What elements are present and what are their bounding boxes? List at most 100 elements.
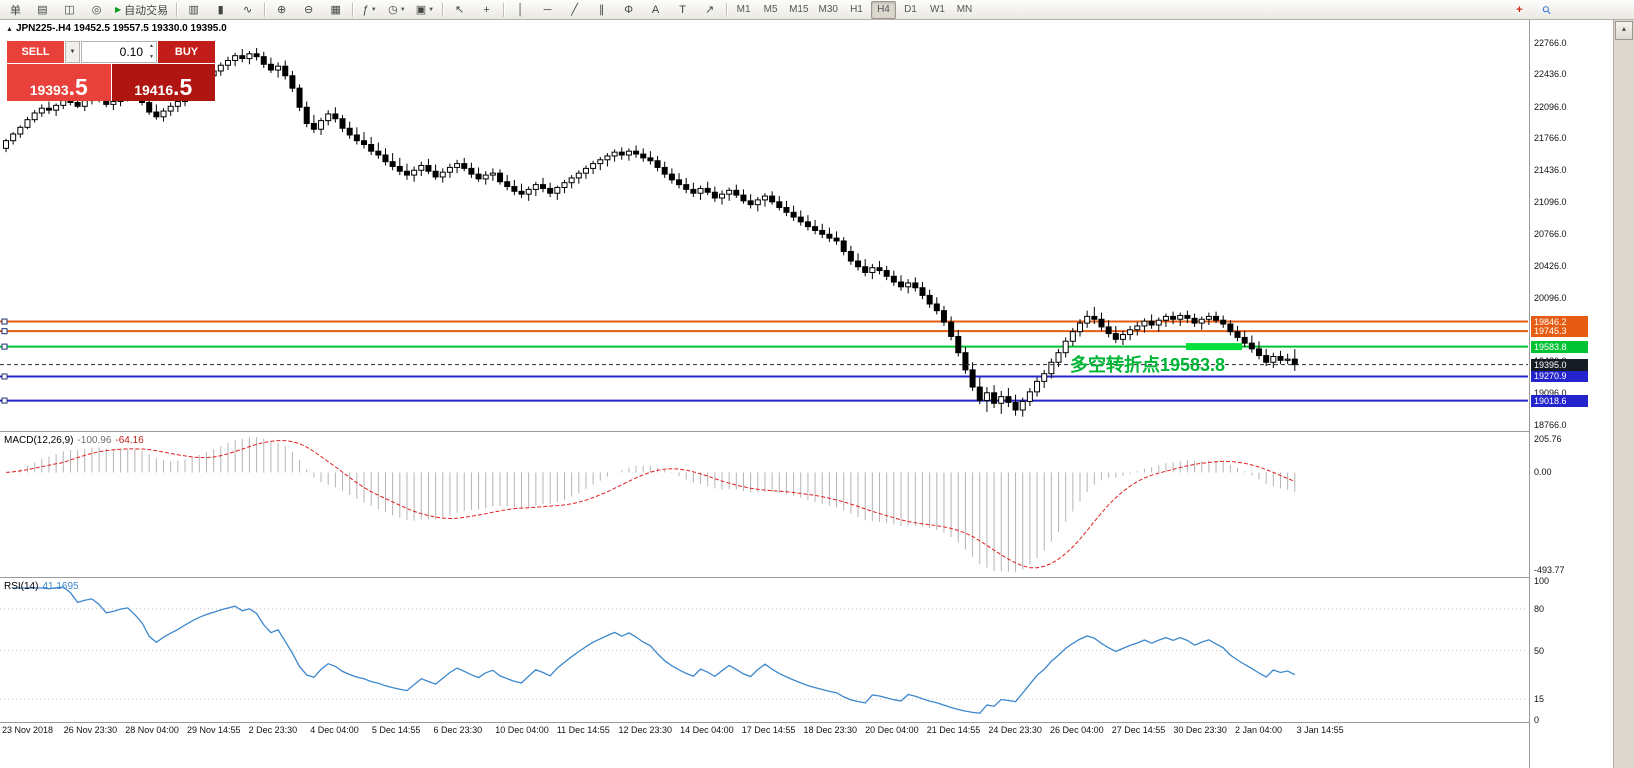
spinner-down-icon[interactable]: ▼ [149, 54, 154, 60]
volume-input[interactable]: 0.10 ▲ ▼ [81, 41, 157, 63]
autotrade-button[interactable]: ▶ 自动交易 [111, 1, 172, 19]
line-handle[interactable] [1, 397, 8, 404]
panel-separator[interactable] [0, 431, 1612, 432]
candle [289, 75, 296, 89]
buy-price-main: 19416 [134, 82, 174, 98]
scroll-up-button[interactable]: ▲ [1615, 21, 1633, 40]
line-handle[interactable] [1, 328, 8, 335]
price-tick-label: 21096.0 [1534, 197, 1567, 208]
label-button[interactable]: T [670, 1, 695, 19]
candle [554, 186, 561, 194]
data-window-icon-button[interactable]: ◫ [57, 1, 82, 19]
timeframe-w1-button[interactable]: W1 [925, 1, 950, 19]
candle [511, 186, 518, 192]
candle [797, 216, 804, 223]
macd-axis-label: -493.77 [1534, 565, 1565, 575]
candle [840, 240, 847, 252]
add-button[interactable]: + [1507, 1, 1532, 19]
candle [568, 177, 575, 184]
candle [382, 154, 389, 163]
cursor-button[interactable]: ↖ [447, 1, 472, 19]
navigator-icon-button[interactable]: ◎ [84, 1, 109, 19]
zoom-in-button[interactable]: ⊕ [269, 1, 294, 19]
spinner-up-icon[interactable]: ▲ [149, 43, 154, 49]
zoom-out-button[interactable]: ⊖ [296, 1, 321, 19]
bar-chart-button[interactable]: ▥ [181, 1, 206, 19]
buy-price-button[interactable]: 19416.5 [111, 64, 215, 101]
candle [711, 191, 718, 199]
candle [468, 167, 475, 175]
trendline-button[interactable]: ╱ [562, 1, 587, 19]
candle [926, 294, 933, 305]
autotrade-button-label: 自动交易 [124, 4, 169, 17]
sell-price-button[interactable]: 19393.5 [7, 64, 111, 101]
price-axis[interactable]: 22766.0 22436.0 22096.0 21766.0 21436.0 21096… [1529, 20, 1612, 768]
candle [547, 187, 554, 194]
price-tick-label: 22766.0 [1534, 37, 1567, 48]
templates-button[interactable]: ▣ ▼ [412, 1, 438, 19]
templates-icon: ▣ [415, 4, 427, 16]
line-handle[interactable] [1, 343, 8, 350]
periods-button[interactable]: ◷ ▼ [384, 1, 410, 19]
timeframe-d1-button[interactable]: D1 [898, 1, 923, 19]
toolbar-separator [503, 2, 505, 17]
navigator-icon-icon: ◎ [91, 4, 102, 16]
candlestick-chart-button[interactable]: ▮ [208, 1, 233, 19]
indicators-icon: ƒ [362, 3, 369, 16]
candle [38, 107, 45, 114]
timeframe-h4-button[interactable]: H4 [870, 0, 896, 19]
line-handle[interactable] [1, 373, 8, 380]
candle [275, 65, 282, 71]
panel-separator[interactable] [0, 722, 1612, 723]
candle [232, 55, 239, 61]
indicators-button[interactable]: ƒ ▼ [357, 1, 382, 19]
volume-spinner[interactable]: ▲ ▼ [149, 44, 154, 60]
price-chart[interactable] [0, 20, 1528, 431]
timeframe-h1-button[interactable]: H1 [844, 1, 869, 19]
timeframe-m1-button[interactable]: M1 [731, 1, 756, 19]
candle [332, 113, 339, 120]
horizontal-line-button[interactable]: ─ [535, 1, 560, 19]
macd-panel[interactable] [0, 432, 1528, 577]
vertical-line-button[interactable]: │ [508, 1, 533, 19]
new-order-button[interactable]: 单 [3, 1, 28, 19]
timeframe-m5-button[interactable]: M5 [758, 1, 783, 19]
rsi-panel[interactable] [0, 578, 1528, 722]
buy-button[interactable]: BUY [158, 41, 215, 63]
timeframe-m15-button[interactable]: M15 [785, 1, 812, 19]
candle [24, 119, 31, 128]
line-handle[interactable] [1, 318, 8, 325]
arrows-button[interactable]: ↗ [697, 1, 722, 19]
fibonacci-button[interactable]: Φ [616, 1, 641, 19]
text-button[interactable]: A [643, 1, 668, 19]
candle [224, 59, 231, 66]
candle [647, 157, 654, 162]
tile-windows-button[interactable]: ▦ [323, 1, 348, 19]
line-chart-button[interactable]: ∿ [235, 1, 260, 19]
candle [676, 179, 683, 186]
candle [239, 55, 246, 60]
toolbar-separator [726, 2, 728, 17]
vertical-scrollbar[interactable]: ▲ [1613, 20, 1634, 768]
profiles-icon-button[interactable]: ▤ [30, 1, 55, 19]
candle [1184, 314, 1191, 319]
candle [425, 165, 432, 172]
candle [890, 275, 897, 283]
line-chart-icon: ∿ [243, 4, 253, 16]
candle [1077, 322, 1083, 333]
candle [260, 56, 267, 65]
oneclick-toggle-icon[interactable]: ▲ [6, 26, 13, 33]
candle [754, 199, 761, 206]
time-axis[interactable]: 23 Nov 2018 26 Nov 23:30 28 Nov 04:00 29 No… [0, 723, 1528, 740]
sell-button[interactable]: SELL [7, 41, 64, 63]
candle [497, 172, 504, 183]
price-tick-label: 21436.0 [1534, 164, 1567, 175]
candle [110, 101, 117, 105]
turning-point-segment[interactable] [1186, 343, 1242, 351]
timeframe-m30-button[interactable]: M30 [815, 1, 842, 19]
order-mode-dropdown[interactable]: ▼ [65, 41, 80, 63]
crosshair-button[interactable]: + [474, 1, 499, 19]
timeframe-mn-button[interactable]: MN [952, 1, 977, 19]
channel-button[interactable]: ∥ [589, 1, 614, 19]
panel-separator[interactable] [0, 577, 1612, 578]
